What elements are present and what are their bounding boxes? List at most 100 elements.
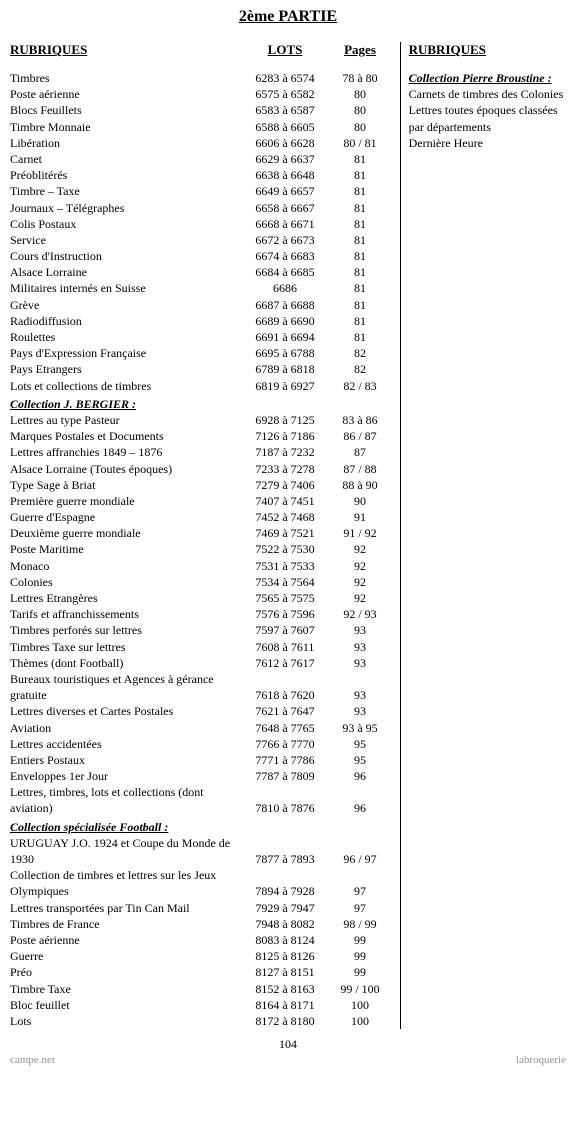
table-row: Libération6606 à 662880 / 81 bbox=[10, 135, 394, 151]
cell-lots: 7612 à 7617 bbox=[240, 655, 330, 671]
cell-rubrique: Tarifs et affranchissements bbox=[10, 606, 240, 622]
cell-pages: 95 bbox=[330, 752, 390, 768]
header-pages: Pages bbox=[330, 42, 390, 58]
cell-rubrique: Type Sage à Briat bbox=[10, 477, 240, 493]
cell-pages: 93 à 95 bbox=[330, 720, 390, 736]
cell-pages: 80 bbox=[330, 86, 390, 102]
cell-lots: 8164 à 8171 bbox=[240, 997, 330, 1013]
cell-pages: 88 à 90 bbox=[330, 477, 390, 493]
cell-rubrique: Guerre bbox=[10, 948, 240, 964]
cell-rubrique: Poste aérienne bbox=[10, 86, 240, 102]
cell-rubrique: Bureaux touristiques et Agences à géranc… bbox=[10, 671, 240, 703]
cell-lots: 8172 à 8180 bbox=[240, 1013, 330, 1029]
cell-pages: 96 bbox=[330, 768, 390, 784]
cell-rubrique: Lettres diverses et Cartes Postales bbox=[10, 703, 240, 719]
document-title: 2ème PARTIE bbox=[10, 8, 566, 26]
cell-pages: 90 bbox=[330, 493, 390, 509]
table-row: Timbre – Taxe6649 à 665781 bbox=[10, 183, 394, 199]
cell-pages: 87 / 88 bbox=[330, 461, 390, 477]
cell-pages: 78 à 80 bbox=[330, 70, 390, 86]
cell-rubrique: Préoblitérés bbox=[10, 167, 240, 183]
cell-lots: 7469 à 7521 bbox=[240, 525, 330, 541]
cell-rubrique: Thèmes (dont Football) bbox=[10, 655, 240, 671]
cell-pages: 81 bbox=[330, 329, 390, 345]
right-lines: Carnets de timbres des ColoniesLettres t… bbox=[409, 86, 566, 151]
section-heading: Collection J. BERGIER : bbox=[10, 394, 394, 412]
cell-lots: 6658 à 6667 bbox=[240, 200, 330, 216]
cell-pages: 99 bbox=[330, 964, 390, 980]
cell-pages: 97 bbox=[330, 883, 390, 899]
cell-lots: 7522 à 7530 bbox=[240, 541, 330, 557]
cell-lots: 7597 à 7607 bbox=[240, 622, 330, 638]
cell-lots: 6674 à 6683 bbox=[240, 248, 330, 264]
cell-lots: 6684 à 6685 bbox=[240, 264, 330, 280]
table-row: Timbres Taxe sur lettres7608 à 761193 bbox=[10, 639, 394, 655]
cell-pages: 93 bbox=[330, 687, 390, 703]
cell-rubrique: Lettres accidentées bbox=[10, 736, 240, 752]
table-row: Bureaux touristiques et Agences à géranc… bbox=[10, 671, 394, 703]
cell-lots: 6283 à 6574 bbox=[240, 70, 330, 86]
table-header: RUBRIQUES LOTS Pages bbox=[10, 42, 394, 58]
cell-rubrique: Lettres Etrangères bbox=[10, 590, 240, 606]
cell-pages: 82 / 83 bbox=[330, 378, 390, 394]
table-row: Radiodiffusion6689 à 669081 bbox=[10, 313, 394, 329]
watermark-left: campe.net bbox=[10, 1054, 55, 1066]
table-row: Lettres affranchies 1849 – 18767187 à 72… bbox=[10, 444, 394, 460]
cell-pages: 93 bbox=[330, 655, 390, 671]
cell-rubrique: Alsace Lorraine bbox=[10, 264, 240, 280]
cell-pages: 96 / 97 bbox=[330, 851, 390, 867]
cell-pages: 83 à 86 bbox=[330, 412, 390, 428]
cell-lots: 6689 à 6690 bbox=[240, 313, 330, 329]
cell-pages: 99 bbox=[330, 932, 390, 948]
cell-rubrique: Colonies bbox=[10, 574, 240, 590]
cell-rubrique: Préo bbox=[10, 964, 240, 980]
cell-pages: 81 bbox=[330, 167, 390, 183]
table-row: Thèmes (dont Football)7612 à 761793 bbox=[10, 655, 394, 671]
cell-pages: 91 bbox=[330, 509, 390, 525]
cell-rubrique: Grève bbox=[10, 297, 240, 313]
cell-rubrique: Lettres affranchies 1849 – 1876 bbox=[10, 444, 240, 460]
table-row: Préo8127 à 815199 bbox=[10, 964, 394, 980]
table-row: Blocs Feuillets6583 à 658780 bbox=[10, 102, 394, 118]
cell-lots: 6686 bbox=[240, 280, 330, 296]
cell-pages: 99 / 100 bbox=[330, 981, 390, 997]
cell-rubrique: Enveloppes 1er Jour bbox=[10, 768, 240, 784]
cell-pages: 80 bbox=[330, 119, 390, 135]
table-row: Pays Etrangers6789 à 681882 bbox=[10, 361, 394, 377]
cell-lots: 6672 à 6673 bbox=[240, 232, 330, 248]
cell-lots: 8152 à 8163 bbox=[240, 981, 330, 997]
cell-rubrique: Poste aérienne bbox=[10, 932, 240, 948]
cell-pages: 100 bbox=[330, 1013, 390, 1029]
cell-lots: 6606 à 6628 bbox=[240, 135, 330, 151]
cell-pages: 92 bbox=[330, 558, 390, 574]
cell-rubrique: Timbres Taxe sur lettres bbox=[10, 639, 240, 655]
cell-rubrique: Première guerre mondiale bbox=[10, 493, 240, 509]
cell-rubrique: Militaires internés en Suisse bbox=[10, 280, 240, 296]
cell-lots: 7452 à 7468 bbox=[240, 509, 330, 525]
cell-rubrique: Carnet bbox=[10, 151, 240, 167]
right-line: Dernière Heure bbox=[409, 135, 566, 151]
cell-pages: 92 bbox=[330, 574, 390, 590]
cell-lots: 7894 à 7928 bbox=[240, 883, 330, 899]
cell-lots: 6638 à 6648 bbox=[240, 167, 330, 183]
cell-lots: 7534 à 7564 bbox=[240, 574, 330, 590]
cell-lots: 7187 à 7232 bbox=[240, 444, 330, 460]
cell-lots: 7810 à 7876 bbox=[240, 800, 330, 816]
cell-rubrique: Roulettes bbox=[10, 329, 240, 345]
cell-lots: 6629 à 6637 bbox=[240, 151, 330, 167]
cell-pages: 80 / 81 bbox=[330, 135, 390, 151]
cell-lots: 7766 à 7770 bbox=[240, 736, 330, 752]
table-row: Tarifs et affranchissements7576 à 759692… bbox=[10, 606, 394, 622]
cell-lots: 6789 à 6818 bbox=[240, 361, 330, 377]
table-row: Préoblitérés6638 à 664881 bbox=[10, 167, 394, 183]
table-row: Lettres accidentées7766 à 777095 bbox=[10, 736, 394, 752]
cell-pages: 92 bbox=[330, 541, 390, 557]
cell-rubrique: Lettres au type Pasteur bbox=[10, 412, 240, 428]
cell-rubrique: Lettres, timbres, lots et collections (d… bbox=[10, 784, 240, 816]
header-rubriques: RUBRIQUES bbox=[10, 42, 240, 58]
cell-rubrique: Libération bbox=[10, 135, 240, 151]
table-row: Enveloppes 1er Jour7787 à 780996 bbox=[10, 768, 394, 784]
cell-lots: 6575 à 6582 bbox=[240, 86, 330, 102]
cell-lots: 6649 à 6657 bbox=[240, 183, 330, 199]
cell-lots: 7948 à 8082 bbox=[240, 916, 330, 932]
